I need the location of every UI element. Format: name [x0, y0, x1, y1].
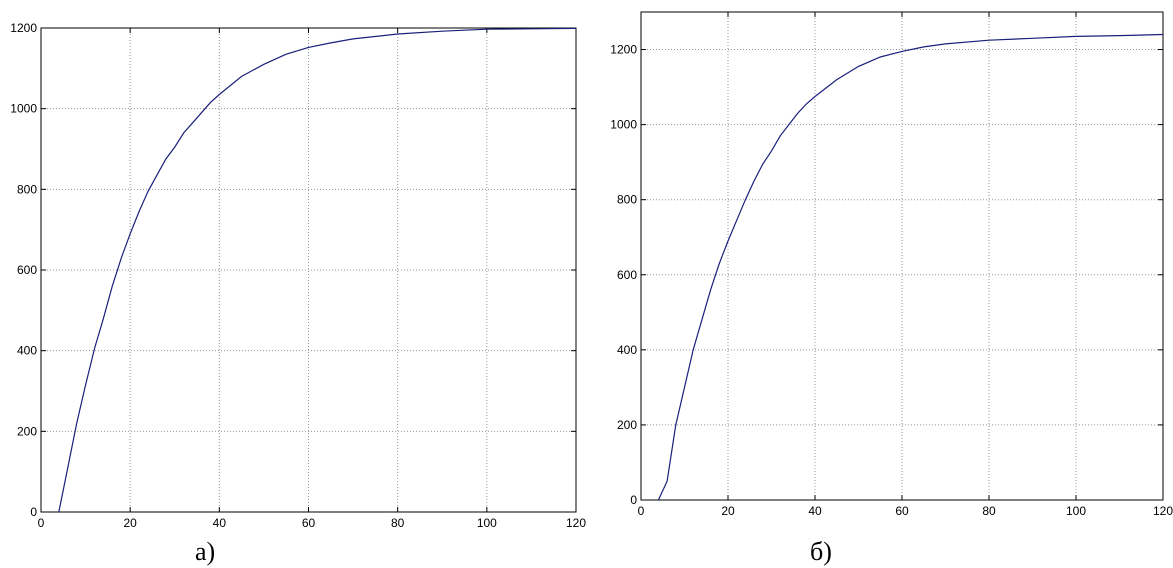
x-tick-label: 100 [1066, 504, 1086, 518]
y-tick-label: 0 [630, 493, 637, 507]
x-tick-label: 60 [895, 504, 909, 518]
y-tick-label: 0 [30, 505, 37, 519]
x-tick-label: 0 [638, 504, 645, 518]
x-tick-label: 40 [213, 516, 227, 530]
x-tick-label: 100 [477, 516, 497, 530]
x-tick-label: 60 [302, 516, 316, 530]
series-line [657, 33, 1164, 501]
y-tick-label: 1200 [10, 21, 37, 35]
x-tick-label: 120 [1153, 504, 1173, 518]
y-tick-label: 1000 [10, 102, 37, 116]
series-line [58, 27, 577, 513]
y-tick-label: 200 [17, 424, 37, 438]
x-tick-label: 80 [391, 516, 405, 530]
y-tick-label: 600 [617, 268, 637, 282]
y-tick-label: 400 [617, 343, 637, 357]
y-tick-label: 600 [17, 263, 37, 277]
y-tick-label: 800 [17, 182, 37, 196]
y-tick-label: 1000 [610, 118, 637, 132]
x-tick-label: 20 [123, 516, 137, 530]
y-tick-label: 400 [17, 344, 37, 358]
x-tick-label: 40 [808, 504, 822, 518]
x-tick-label: 80 [982, 504, 996, 518]
chart-caption: а) [195, 537, 215, 566]
x-tick-label: 0 [38, 516, 45, 530]
x-tick-label: 120 [566, 516, 586, 530]
y-tick-label: 800 [617, 193, 637, 207]
chart-caption: б) [810, 537, 832, 566]
y-tick-label: 200 [617, 418, 637, 432]
x-tick-label: 20 [721, 504, 735, 518]
y-tick-label: 1200 [610, 43, 637, 57]
